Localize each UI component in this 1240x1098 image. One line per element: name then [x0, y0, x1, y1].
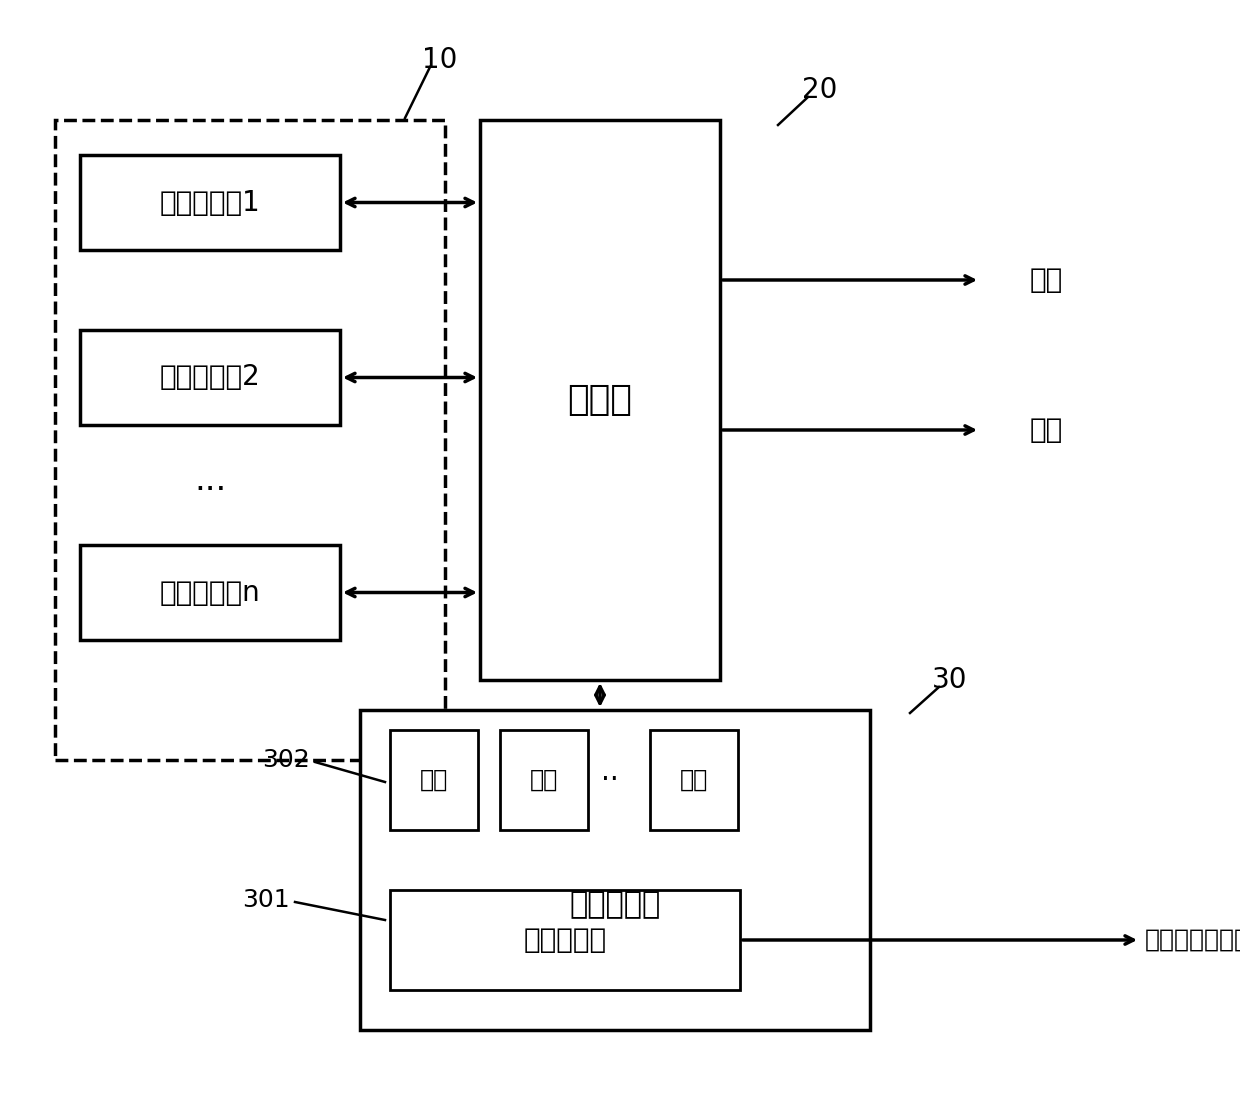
- Bar: [650, 730, 738, 830]
- Text: 加密运算器: 加密运算器: [569, 890, 661, 919]
- Text: 输出: 输出: [1030, 266, 1063, 294]
- Text: 运算: 运算: [680, 768, 708, 792]
- Bar: [500, 730, 588, 830]
- Text: 冗余执行体1: 冗余执行体1: [160, 189, 260, 216]
- Bar: [391, 890, 740, 990]
- Text: ··: ··: [601, 766, 619, 794]
- Text: 301: 301: [242, 888, 290, 912]
- Text: 冗余执行体n: 冗余执行体n: [160, 579, 260, 606]
- Text: 302: 302: [262, 748, 310, 772]
- Text: 随机数影响因子: 随机数影响因子: [1145, 928, 1240, 952]
- Text: 调度器: 调度器: [568, 383, 632, 417]
- Bar: [391, 730, 477, 830]
- Bar: [81, 545, 340, 640]
- Text: 10: 10: [423, 46, 458, 74]
- Bar: [480, 120, 720, 680]
- Bar: [55, 120, 445, 760]
- Text: 运算: 运算: [420, 768, 448, 792]
- Bar: [360, 710, 870, 1030]
- Text: 20: 20: [802, 76, 838, 104]
- Bar: [81, 155, 340, 250]
- Text: 随机数生成: 随机数生成: [523, 926, 606, 954]
- Bar: [81, 330, 340, 425]
- Text: 运算: 运算: [529, 768, 558, 792]
- Text: 输入: 输入: [1030, 416, 1063, 444]
- Text: 冗余执行体2: 冗余执行体2: [160, 363, 260, 392]
- Text: 30: 30: [932, 666, 967, 694]
- Text: ···: ···: [193, 473, 226, 506]
